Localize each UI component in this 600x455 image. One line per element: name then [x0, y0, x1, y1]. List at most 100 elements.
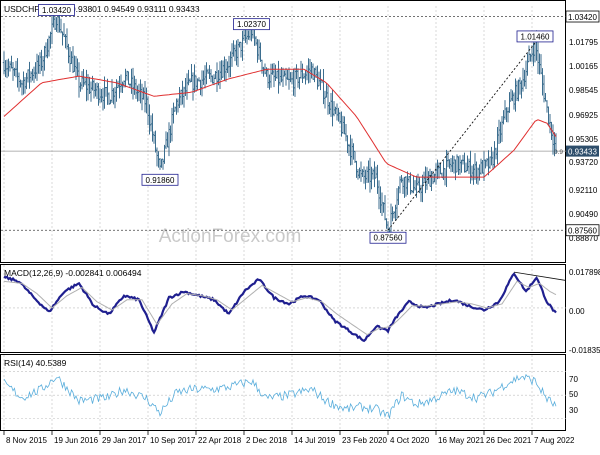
ohlc-bar — [190, 63, 193, 82]
ohlc-bar — [46, 38, 49, 59]
ohlc-bar — [383, 195, 387, 221]
ohlc-bar — [34, 62, 37, 79]
ohlc-bar — [100, 89, 103, 103]
ohlc-bar — [322, 68, 325, 105]
ohlc-bar — [257, 39, 261, 60]
ohlc-bar — [25, 72, 28, 90]
ohlc-bar — [16, 58, 19, 88]
ohlc-bar — [475, 161, 478, 184]
ohlc-bar — [389, 203, 393, 233]
ohlc-bar — [163, 144, 166, 164]
ohlc-bar — [490, 146, 493, 166]
ohlc-bar — [275, 70, 279, 79]
date-label: 10 Sep 2017 — [150, 436, 196, 445]
watermark-text: ActionForex.com — [159, 226, 302, 247]
ohlc-bar — [512, 92, 516, 110]
ohlc-bar — [394, 204, 397, 221]
ohlc-bar — [496, 127, 499, 165]
ohlc-bar — [68, 47, 72, 73]
ohlc-bar — [506, 107, 510, 123]
date-label: 19 Jun 2016 — [54, 436, 99, 445]
ohlc-bar — [451, 155, 454, 173]
ohlc-bar — [511, 90, 514, 102]
ohlc-bar — [43, 45, 46, 71]
ohlc-bar — [377, 180, 381, 210]
ohlc-bar — [374, 166, 378, 179]
ohlc-bar — [307, 58, 310, 84]
pivot-label-box — [369, 231, 407, 244]
ohlc-bar — [136, 85, 139, 102]
ohlc-bar — [548, 114, 552, 134]
price-y-tick: 0.88870 — [569, 234, 598, 243]
ohlc-bar — [536, 42, 540, 74]
ohlc-bar — [224, 58, 228, 82]
ohlc-bar — [202, 70, 205, 85]
ohlc-bar — [7, 58, 10, 77]
ohlc-bar — [545, 100, 549, 113]
ohlc-bar — [23, 77, 27, 94]
ohlc-bar — [376, 164, 379, 194]
ohlc-bar — [544, 93, 547, 102]
ohlc-bar — [406, 171, 409, 195]
ohlc-bar — [236, 39, 240, 68]
ohlc-bar — [503, 100, 507, 120]
ohlc-bar — [254, 36, 258, 46]
ohlc-bar — [328, 102, 331, 115]
macd-y-tick: 0.00 — [569, 307, 585, 316]
ohlc-bar — [530, 45, 534, 62]
ohlc-bar — [296, 68, 300, 88]
ohlc-bar — [289, 72, 292, 83]
ohlc-bar — [368, 157, 372, 193]
ohlc-bar — [230, 43, 234, 67]
ohlc-bar — [460, 159, 463, 173]
ohlc-bar — [481, 159, 484, 174]
ohlc-bar — [367, 160, 370, 183]
ohlc-bar — [85, 69, 88, 102]
ohlc-bar — [137, 83, 141, 102]
ohlc-bar — [292, 68, 295, 96]
ohlc-bar — [385, 218, 388, 229]
pivot-label-box — [233, 18, 270, 31]
ohlc-bar — [473, 153, 477, 180]
ohlc-bar — [31, 68, 34, 81]
side-marker-label: 0.9 — [554, 149, 563, 156]
ohlc-bar — [187, 69, 190, 86]
ohlc-bar — [40, 49, 43, 71]
ohlc-bar — [247, 30, 250, 40]
ohlc-bar — [101, 87, 105, 111]
ohlc-bar — [67, 43, 70, 64]
ohlc-bar — [497, 119, 501, 144]
ohlc-bar — [49, 31, 52, 49]
price-y-tick: 0.93720 — [569, 158, 598, 167]
ohlc-bar — [215, 62, 219, 92]
ohlc-bar — [403, 176, 406, 198]
ohlc-bar — [62, 23, 66, 37]
ohlc-bar — [364, 169, 367, 190]
ohlc-bar — [529, 53, 532, 62]
ohlc-bar — [436, 159, 439, 180]
ohlc-bar — [362, 166, 366, 184]
ohlc-bar — [8, 61, 12, 72]
ohlc-bar — [37, 55, 40, 74]
ohlc-bar — [17, 72, 21, 92]
ohlc-bar — [301, 63, 304, 83]
date-label: 26 Dec 2021 — [486, 436, 532, 445]
ohlc-bar — [89, 81, 93, 102]
date-label: 16 May 2021 — [438, 436, 485, 445]
ohlc-bar — [241, 30, 244, 61]
ohlc-bar — [355, 160, 358, 178]
ohlc-bar — [193, 64, 196, 93]
ohlc-bar — [239, 41, 243, 58]
pivot-label-box — [516, 30, 554, 43]
ohlc-bar — [412, 175, 415, 194]
rsi-line — [3, 373, 557, 419]
ohlc-bar — [379, 186, 382, 214]
pivot-label: 1.01460 — [521, 32, 550, 41]
ohlc-bar — [79, 82, 82, 92]
ohlc-bar — [488, 156, 492, 169]
ohlc-bar — [148, 104, 151, 135]
ohlc-bar — [278, 69, 282, 86]
ohlc-bar — [80, 71, 84, 90]
ohlc-bar — [97, 83, 100, 106]
ohlc-bar — [514, 78, 517, 112]
